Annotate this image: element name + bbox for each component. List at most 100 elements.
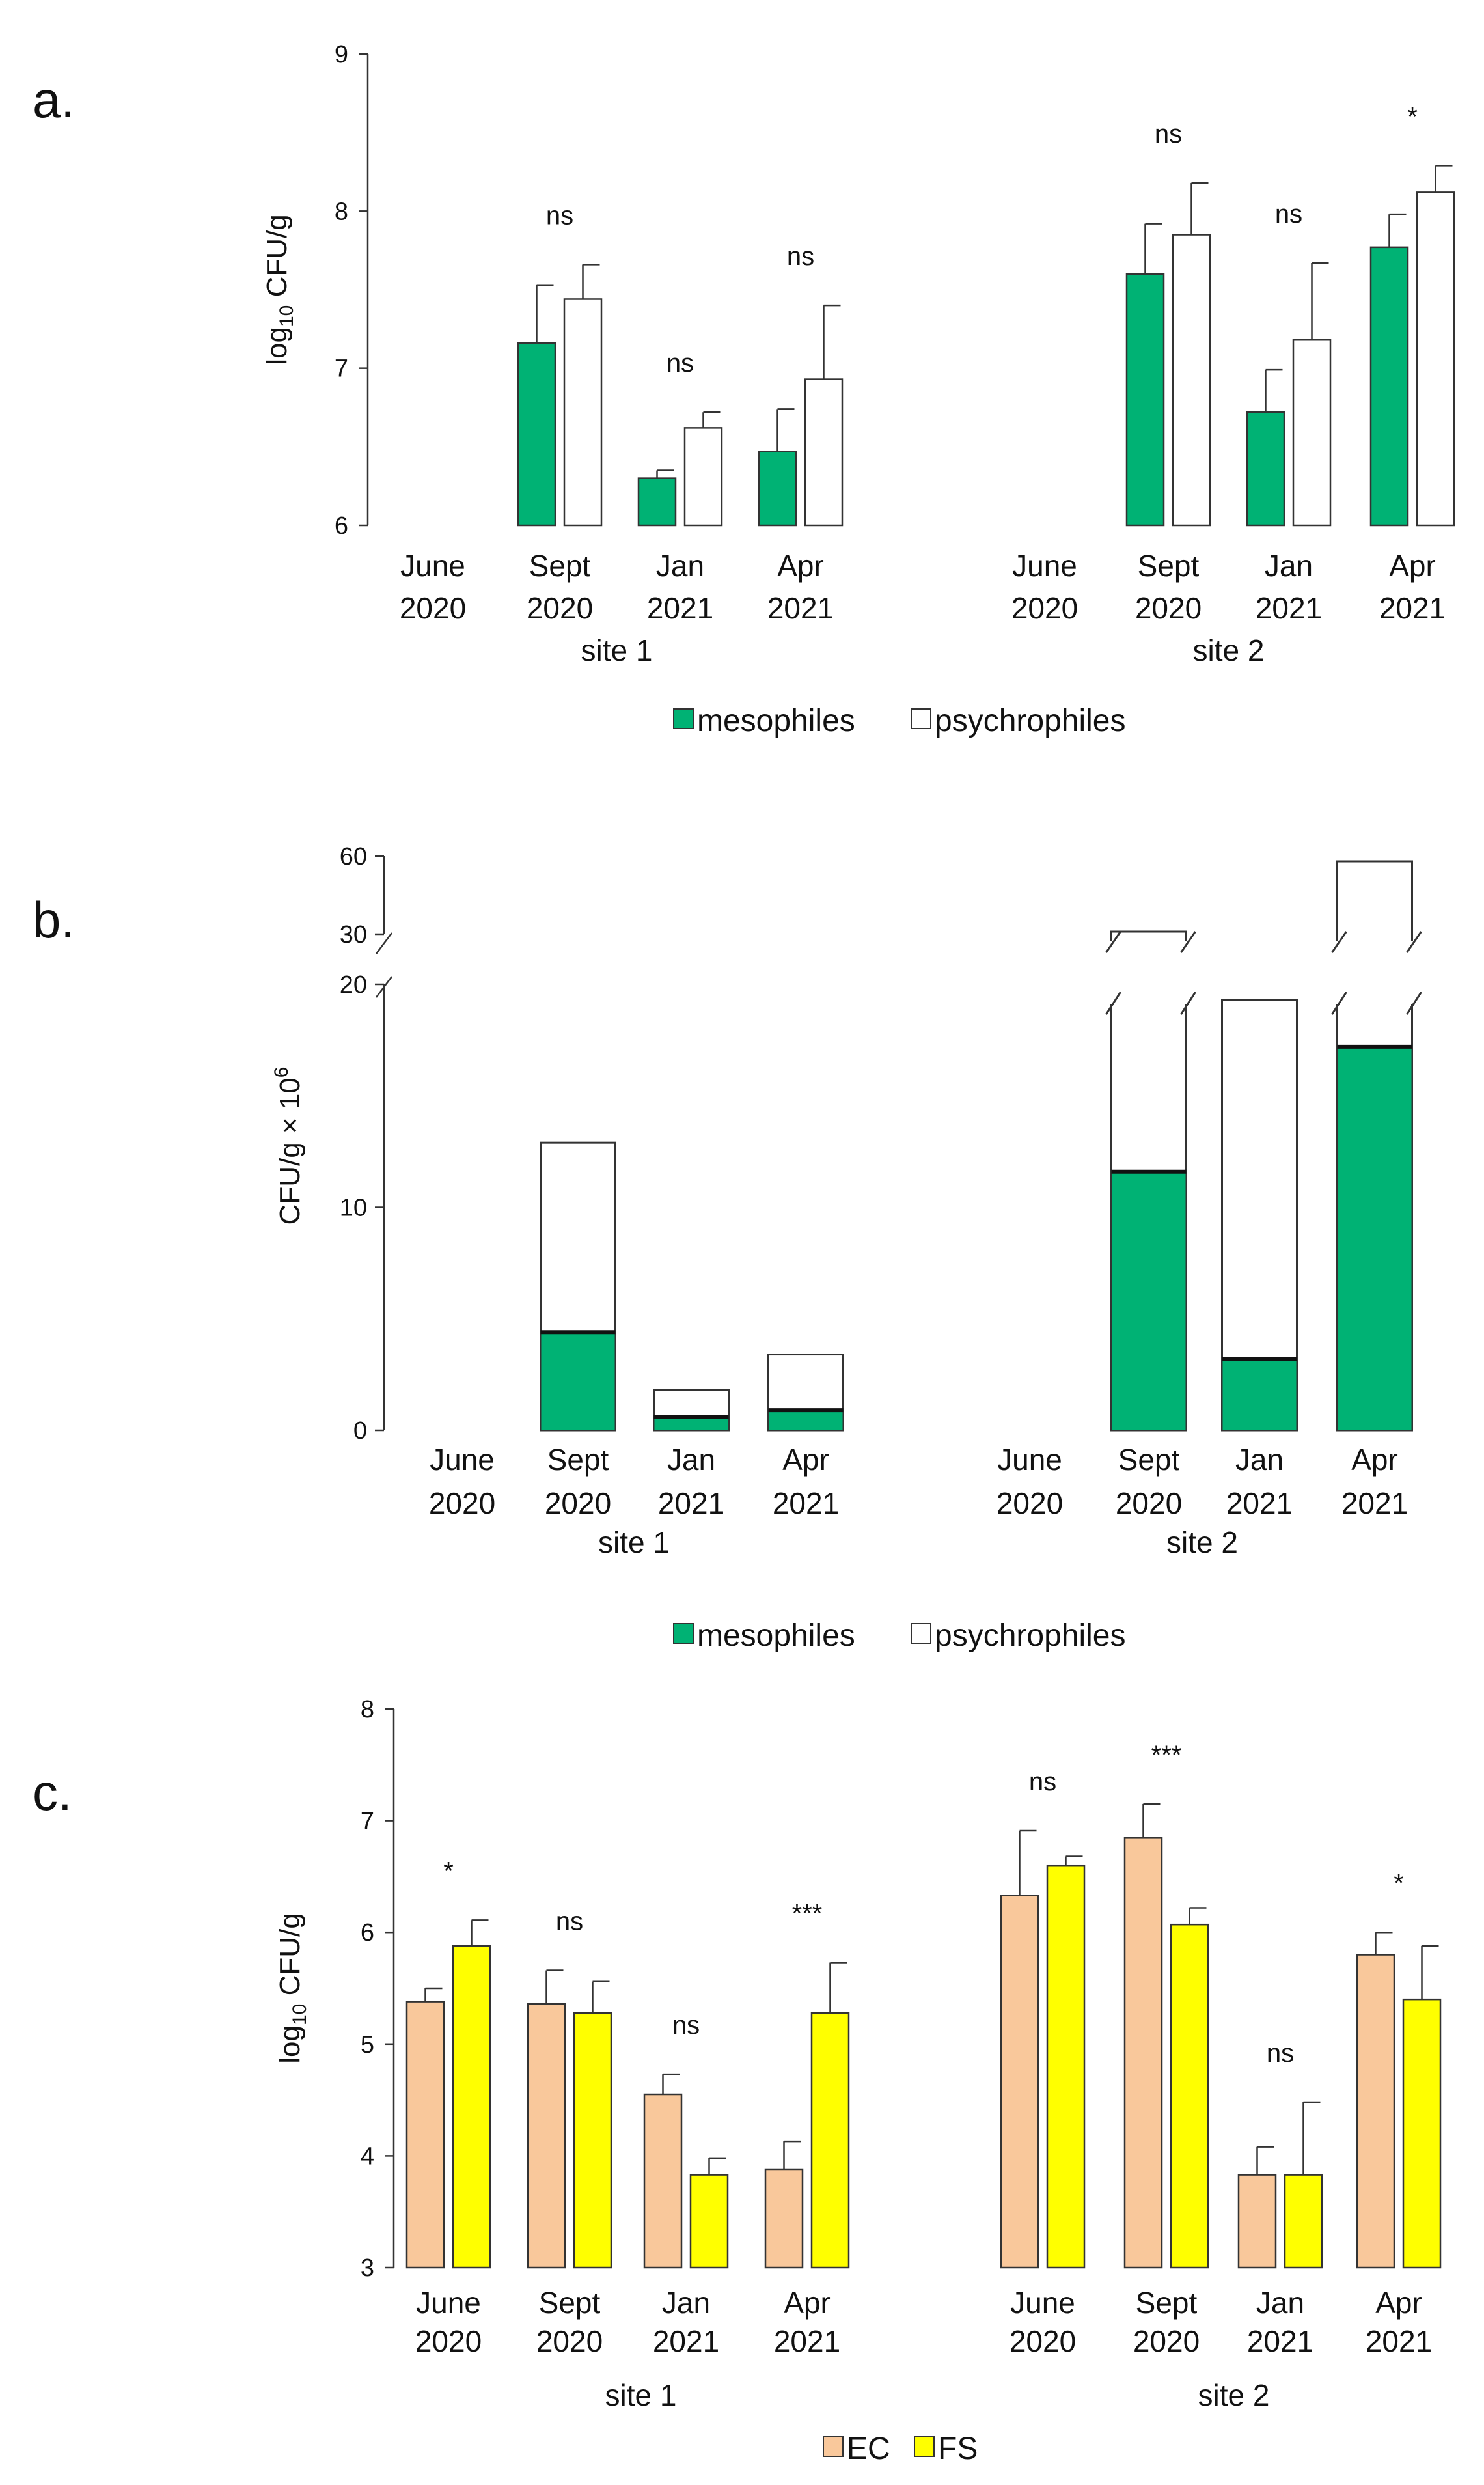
category-month-label: Sept: [1138, 549, 1200, 583]
category-year-label: 2021: [658, 1486, 724, 1520]
bar-mesophiles: [1110, 1171, 1187, 1431]
y-axis-label: log10 CFU/g: [261, 214, 297, 365]
bar-FS: [1046, 1864, 1086, 2269]
category-year-label: 2021: [647, 591, 713, 625]
category-month-label: Jan: [667, 1443, 715, 1477]
bar-EC: [1123, 1837, 1163, 2269]
y-tick-label: 7: [361, 1808, 374, 1835]
bar-psychrophiles: [1172, 234, 1211, 527]
legend-label: FS: [938, 2432, 978, 2466]
category-year-label: 2021: [1379, 591, 1446, 625]
bar-break-mark: [1406, 931, 1422, 953]
significance-label: ns: [1155, 120, 1182, 148]
site-label: site 2: [1193, 633, 1265, 667]
significance-label: ***: [792, 1900, 823, 1928]
y-axis-label-part: CFU/g: [261, 214, 293, 305]
legend-swatch: [911, 708, 931, 729]
category-year-label: 2021: [1366, 2324, 1432, 2358]
category-year-label: 2020: [1116, 1486, 1182, 1520]
bar-mesophiles: [637, 477, 677, 527]
category-year-label: 2021: [1256, 591, 1322, 625]
y-tick-label: 10: [340, 1195, 367, 1222]
bar-EC: [405, 2001, 445, 2269]
y-tick-label: 4: [361, 2143, 374, 2170]
category-month-label: Sept: [539, 2286, 601, 2320]
y-tick-label: 3: [361, 2255, 374, 2282]
bar-FS: [810, 2012, 850, 2269]
legend-swatch: [911, 1623, 931, 1644]
category-month-label: June: [430, 1443, 495, 1477]
category-month-label: Jan: [1265, 549, 1313, 583]
bar-psychrophiles-upper: [1336, 860, 1413, 941]
y-axis-label-part: CFU/g: [274, 1913, 306, 2003]
y-tick-label: 6: [361, 1919, 374, 1947]
y-tick-label: 0: [353, 1417, 367, 1445]
bar-break-mark: [1105, 931, 1121, 953]
bar-mesophiles: [517, 342, 556, 527]
category-year-label: 2021: [773, 1486, 839, 1520]
legend-swatch: [673, 1623, 694, 1644]
category-month-label: June: [997, 1443, 1062, 1477]
y-tick-label: 8: [361, 1696, 374, 1723]
legend-label: mesophiles: [697, 1618, 855, 1653]
significance-label: ***: [1151, 1741, 1182, 1770]
category-month-label: Jan: [1256, 2286, 1304, 2320]
category-year-label: 2020: [545, 1486, 611, 1520]
category-year-label: 2020: [429, 1486, 495, 1520]
significance-label: ns: [1267, 2039, 1294, 2068]
significance-label: ns: [672, 2011, 700, 2040]
y-axis-label-superscript: 6: [271, 1067, 292, 1078]
category-year-label: 2020: [1135, 591, 1202, 625]
bar-EC: [1237, 2174, 1277, 2269]
significance-label: *: [1394, 1869, 1404, 1898]
category-month-label: June: [1010, 2286, 1075, 2320]
bar-EC: [643, 2093, 683, 2269]
y-tick-label: 20: [340, 971, 367, 999]
category-month-label: Jan: [662, 2286, 710, 2320]
category-month-label: June: [400, 549, 465, 583]
y-tick-label: 6: [335, 512, 348, 540]
bar-FS: [689, 2174, 729, 2269]
category-year-label: 2021: [653, 2324, 719, 2358]
category-year-label: 2020: [536, 2324, 603, 2358]
bar-psychrophiles-upper: [1110, 930, 1187, 941]
bar-FS: [452, 1945, 491, 2269]
y-axis-label-part: log: [261, 327, 293, 365]
significance-label: *: [443, 1857, 454, 1885]
bar-break-mark: [1180, 992, 1196, 1015]
panel-label: c.: [33, 1764, 72, 1821]
category-month-label: Sept: [1118, 1443, 1180, 1477]
legend-swatch: [673, 708, 694, 729]
bar-break-mark: [1105, 992, 1121, 1015]
category-year-label: 2020: [996, 1486, 1063, 1520]
category-year-label: 2020: [527, 591, 593, 625]
site-label: site 1: [581, 633, 653, 667]
significance-label: ns: [787, 242, 814, 271]
category-year-label: 2021: [1341, 1486, 1408, 1520]
y-tick-label: 5: [361, 2031, 374, 2059]
y-tick-label: 7: [335, 355, 348, 383]
significance-label: ns: [556, 1908, 583, 1936]
legend-label: mesophiles: [697, 704, 855, 738]
category-year-label: 2021: [767, 591, 834, 625]
bar-psychrophiles: [1416, 191, 1455, 527]
category-year-label: 2021: [1247, 2324, 1313, 2358]
bar-EC: [1356, 1954, 1395, 2269]
bar-break-mark: [1406, 992, 1422, 1015]
bar-mesophiles: [653, 1416, 730, 1431]
category-year-label: 2020: [415, 2324, 482, 2358]
legend-label: psychrophiles: [935, 704, 1125, 738]
site-label: site 2: [1166, 1525, 1238, 1559]
y-tick-label: 60: [340, 843, 367, 870]
y-axis-label: CFU/g × 106: [271, 1067, 306, 1225]
site-label: site 1: [598, 1525, 670, 1559]
y-axis-label-subscript: 10: [276, 305, 297, 327]
bar-psychrophiles: [563, 298, 603, 527]
category-year-label: 2020: [1011, 591, 1078, 625]
bar-EC: [1000, 1895, 1039, 2269]
bar-mesophiles: [1125, 273, 1165, 527]
legend-swatch: [823, 2436, 844, 2457]
bar-break-mark: [1331, 992, 1347, 1015]
category-month-label: Jan: [1235, 1443, 1284, 1477]
